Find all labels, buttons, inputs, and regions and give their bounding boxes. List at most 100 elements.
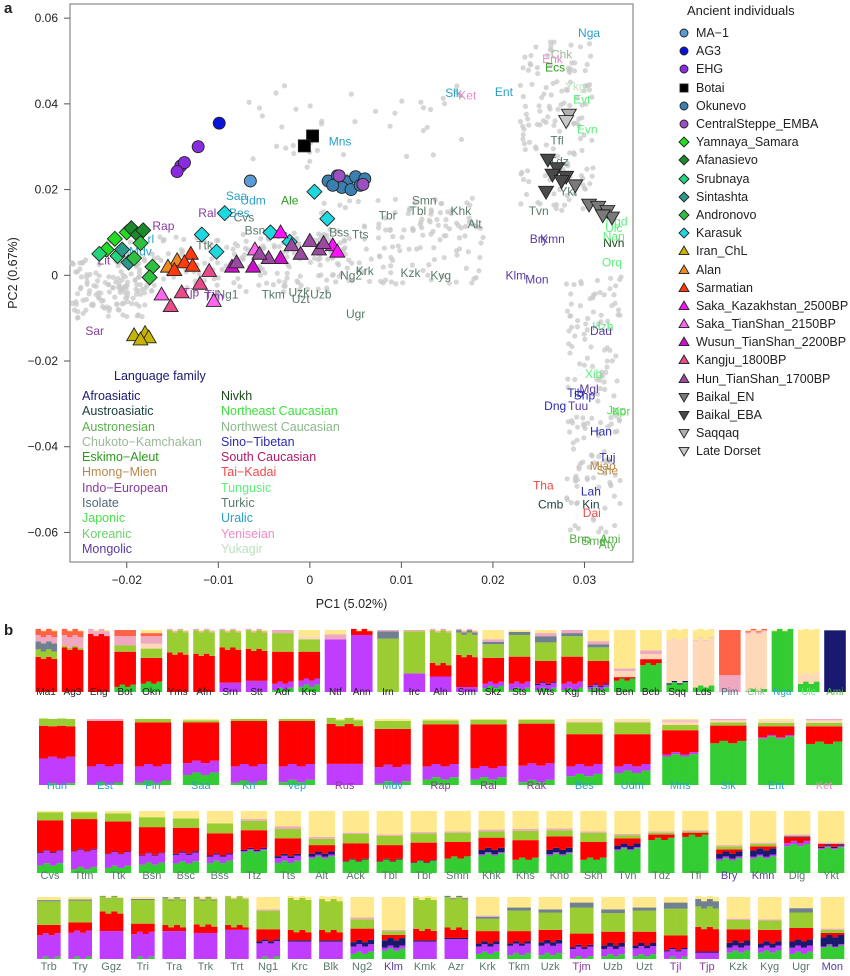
modern-individual-point: [406, 246, 412, 252]
ancestry-segment-purple: [744, 945, 751, 951]
ancestry-segment-green: [491, 855, 499, 873]
ancestry-segment-navy: [423, 862, 431, 863]
ancestry-segment-yellow: [482, 630, 489, 640]
ancestry-segment-navy: [644, 945, 651, 949]
ancestry-segment-olive: [456, 632, 462, 655]
ancestry-segment-green: [410, 862, 418, 873]
population-bar: Afn: [193, 628, 215, 698]
ancestry-segment-purple: [117, 854, 125, 868]
ancestry-segment-fill: [179, 897, 187, 900]
ancestry-segment-olive: [336, 901, 343, 933]
ancestry-segment-olive: [179, 818, 187, 828]
modern-individual-point: [591, 460, 598, 466]
population-bar: Mon: [820, 897, 845, 973]
ancestry-segment-red: [667, 834, 675, 838]
ancestry-segment-olive: [763, 843, 770, 847]
modern-individual-point: [570, 446, 577, 452]
population-bar-label: Bot: [118, 687, 133, 698]
ancestry-segment-red: [820, 932, 827, 938]
modern-individual-point: [584, 355, 590, 361]
ancestry-segment-yellow: [48, 897, 55, 901]
ancestry-segment-olive: [623, 722, 633, 735]
ancestry-segment-red: [566, 734, 576, 767]
ancestry-segment-olive: [535, 642, 541, 661]
ancestry-segment-red: [475, 931, 482, 944]
modern-individual-point: [551, 122, 557, 128]
ancestry-segment-pink: [478, 829, 486, 832]
ancestry-segment-yellow: [614, 719, 624, 721]
ancestry-segment-red: [362, 928, 369, 943]
ancestry-segment-green: [831, 849, 838, 873]
modern-individual-point: [599, 369, 605, 375]
modern-individual-point: [521, 176, 527, 183]
ancestry-segment-purple: [230, 766, 241, 783]
ancestry-segment-green: [482, 688, 489, 692]
ancestry-segment-pink: [518, 828, 526, 831]
ancestry-segment-green: [682, 836, 689, 873]
ancestry-segment-pink: [198, 631, 205, 633]
ancestry-segment-yellow: [632, 897, 639, 908]
ancestry-segment-purple: [383, 764, 393, 782]
population-label: Kmn: [540, 232, 565, 246]
ancestry-segment-purple: [324, 941, 332, 959]
ancestry-segment-green: [824, 847, 832, 873]
modern-individual-point: [262, 270, 268, 276]
ancestry-segment-navy: [538, 942, 545, 946]
population-bar-label: Tra: [166, 961, 183, 973]
ancestry-segment-grey: [142, 898, 149, 901]
ancestry-segment-red: [287, 720, 297, 765]
modern-individual-point: [96, 273, 102, 279]
ancestry-segment-yellow: [424, 895, 431, 898]
modern-individual-point: [528, 52, 534, 59]
modern-individual-point: [406, 207, 412, 213]
ancient-individual-points: [91, 108, 621, 346]
ancestry-segment-olive: [156, 648, 163, 658]
ancestry-segment-olive: [70, 812, 78, 820]
ancestry-segment-purple: [524, 681, 531, 688]
ancestry-segment-pink: [35, 635, 42, 642]
ancestry-segment-red: [769, 929, 776, 944]
language-family-item: Tai−Kadai: [221, 465, 277, 480]
ancestry-segment-olive: [226, 823, 234, 834]
ancestry-segment-purple: [620, 847, 628, 849]
population-label: Rap: [152, 219, 174, 233]
ancestry-segment-purple: [680, 754, 690, 757]
ancestry-segment-pink: [288, 630, 294, 634]
ancestry-segment-pink: [383, 834, 390, 836]
ancestry-segment-fill: [324, 897, 332, 899]
ancestry-segment-grey: [513, 907, 520, 911]
ancestry-segment-red: [168, 927, 175, 932]
ancestry-segment-peach: [755, 633, 762, 692]
ancestry-segment-olive: [654, 832, 662, 835]
ancestry-segment-olive: [355, 833, 363, 844]
ancestry-segment-yellow: [226, 811, 234, 824]
ancestry-segment-pink: [484, 829, 492, 832]
population-bar-label: Tjm: [572, 961, 590, 973]
ancestry-segment-green: [756, 856, 764, 873]
ancestry-segment-red: [472, 657, 478, 688]
ancestry-segment-pink: [703, 639, 710, 641]
ancestry-segment-pink: [321, 837, 329, 839]
ancestry-segment-olive: [374, 720, 384, 729]
ancestry-segment-olive: [457, 832, 465, 842]
ancestry-segment-olive: [68, 900, 75, 923]
ancestry-segment-olive: [242, 898, 249, 928]
ancestry-segment-navy: [77, 848, 85, 850]
ancestry-segment-olive: [552, 830, 560, 837]
ancestry-segment-green: [650, 665, 657, 692]
ancestry-segment-green: [744, 950, 751, 959]
ancestry-segment-green: [463, 856, 471, 873]
ancestry-segment-red: [656, 659, 662, 663]
ancestry-segment-olive: [278, 719, 288, 721]
ancestry-segment-red: [182, 722, 193, 764]
modern-individual-point: [612, 522, 618, 529]
ancestry-segment-green: [513, 952, 520, 959]
modern-individual-point: [564, 495, 570, 501]
modern-individual-point: [533, 44, 539, 50]
ancestry-segment-red: [98, 633, 105, 692]
population-label: Bsn: [245, 223, 266, 237]
ancestry-segment-olive: [450, 832, 458, 842]
ancestry-segment-purple: [712, 952, 719, 959]
ancient-point-circle: [177, 156, 191, 170]
ancestry-segment-grey: [550, 636, 557, 643]
